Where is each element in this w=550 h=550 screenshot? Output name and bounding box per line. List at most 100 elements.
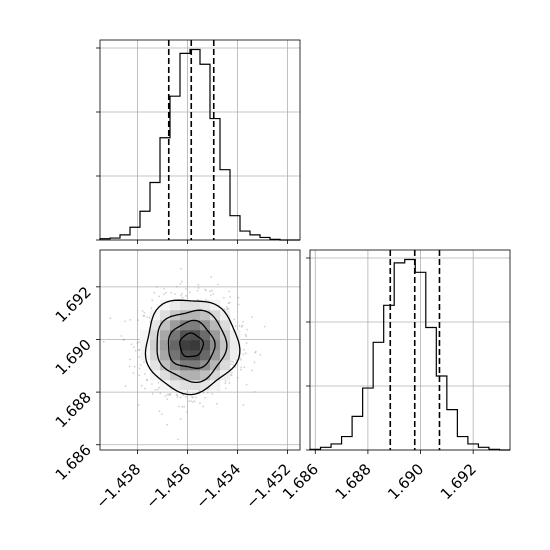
scatter-point xyxy=(175,393,178,396)
scatter-point xyxy=(245,383,248,386)
contour-level-1 xyxy=(167,319,216,369)
scatter-point xyxy=(120,335,123,337)
joint-xtick-label-0: −1.458 xyxy=(92,460,144,512)
histogram-1-frame xyxy=(99,39,301,241)
scatter-point xyxy=(154,389,157,391)
scatter-point xyxy=(236,376,239,379)
scatter-point xyxy=(216,402,218,405)
scatter-point xyxy=(209,290,211,293)
scatter-point xyxy=(158,410,161,413)
scatter-point xyxy=(196,289,199,292)
scatter-point xyxy=(190,400,192,402)
density-cell xyxy=(160,310,171,321)
scatter-point xyxy=(191,396,193,398)
contour-level-0 xyxy=(179,332,205,358)
density-cell xyxy=(180,360,191,371)
scatter-point xyxy=(158,386,161,389)
scatter-point xyxy=(231,360,233,363)
density-cell xyxy=(160,330,171,341)
hist2-xtick-label-1: 1.688 xyxy=(332,460,375,503)
density-cell xyxy=(170,300,181,311)
scatter-point xyxy=(237,296,240,299)
histogram-parameter-2: 1.686 1.688 1.690 1.692 xyxy=(279,249,511,503)
scatter-point xyxy=(253,391,256,393)
scatter-point xyxy=(136,342,139,345)
density-cell xyxy=(200,340,211,351)
scatter-point xyxy=(132,346,135,348)
density-cell xyxy=(210,370,221,381)
density-cell xyxy=(170,350,181,361)
density-cell xyxy=(160,380,171,391)
density-cell xyxy=(150,360,161,371)
scatter-point xyxy=(185,295,187,297)
scatter-point xyxy=(202,405,204,408)
scatter-point xyxy=(205,289,208,292)
scatter-point xyxy=(151,383,153,385)
scatter-point xyxy=(102,340,105,343)
scatter-point xyxy=(232,361,235,363)
density-cell xyxy=(210,310,221,321)
scatter-point xyxy=(138,367,141,370)
scatter-point xyxy=(259,353,262,356)
scatter-point xyxy=(144,387,146,390)
scatter-point xyxy=(159,392,162,395)
scatter-point xyxy=(188,400,190,402)
scatter-point xyxy=(242,320,244,323)
scatter-point xyxy=(143,361,145,363)
density-cell xyxy=(200,330,211,341)
scatter-point xyxy=(204,288,207,291)
histogram-parameter-1 xyxy=(96,39,301,244)
density-cell xyxy=(220,330,231,341)
scatter-point xyxy=(189,291,191,294)
scatter-point xyxy=(148,316,151,319)
scatter-point xyxy=(138,349,141,351)
density-cell xyxy=(140,340,151,351)
scatter-point xyxy=(240,366,243,369)
density-cell xyxy=(190,370,201,381)
histogram-2-frame xyxy=(309,249,511,451)
scatter-point xyxy=(178,405,180,408)
scatter-point xyxy=(133,365,136,368)
density-cell xyxy=(180,340,191,351)
density-cell xyxy=(150,350,161,361)
scatter-point xyxy=(174,293,176,295)
density-cell xyxy=(160,350,171,361)
scatter-point xyxy=(170,291,173,294)
scatter-point xyxy=(223,297,225,299)
scatter-point xyxy=(223,308,226,310)
scatter-point xyxy=(185,411,188,413)
joint-ytick-label-0: 1.686 xyxy=(52,441,95,484)
density-cell xyxy=(180,320,191,331)
density-cell xyxy=(220,370,231,381)
density-cell xyxy=(170,330,181,341)
scatter-point xyxy=(194,396,197,399)
hist2-step-histogram xyxy=(309,258,510,451)
density-cell xyxy=(210,360,221,371)
scatter-point xyxy=(176,394,179,397)
scatter-point xyxy=(243,348,245,351)
hist2-xtick-label-2: 1.690 xyxy=(384,460,427,503)
scatter-point xyxy=(166,398,169,401)
scatter-point xyxy=(246,328,249,331)
density-cell xyxy=(220,320,231,331)
density-cell xyxy=(160,300,171,311)
density-cell xyxy=(200,300,211,311)
scatter-point xyxy=(138,348,140,351)
scatter-point xyxy=(254,351,257,354)
contour-level-2 xyxy=(156,309,228,384)
scatter-point xyxy=(183,405,186,408)
scatter-point xyxy=(155,286,158,288)
scatter-point xyxy=(146,316,149,318)
scatter-point xyxy=(199,402,201,405)
scatter-point xyxy=(109,317,112,320)
scatter-point xyxy=(146,378,148,381)
joint-2d-histogram: −1.458−1.456−1.454−1.4521.6861.6881.6901… xyxy=(52,249,301,512)
scatter-point xyxy=(137,319,139,322)
scatter-point xyxy=(169,394,172,396)
scatter-point xyxy=(245,342,248,344)
joint-xtick-label-1: −1.456 xyxy=(142,460,194,512)
scatter-point xyxy=(181,296,184,299)
density-cell xyxy=(200,310,211,321)
scatter-point xyxy=(151,299,154,302)
